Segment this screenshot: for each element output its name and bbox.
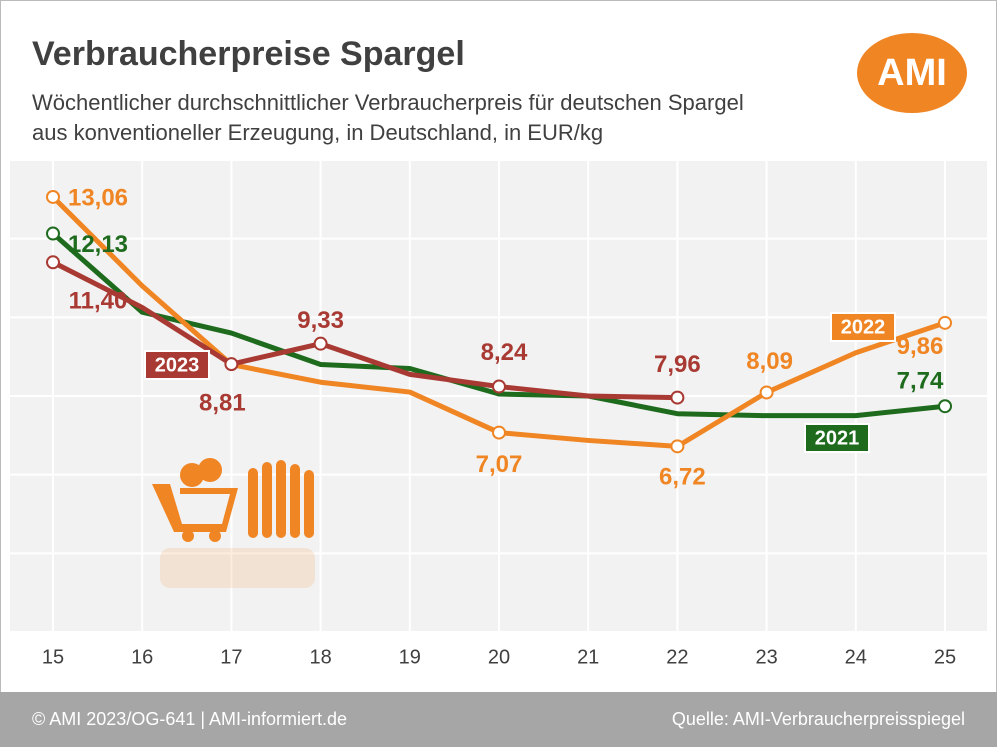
x-tick-label: 23	[755, 646, 777, 668]
x-tick-label: 20	[488, 646, 510, 668]
marker	[313, 336, 328, 351]
marker	[492, 379, 506, 394]
marker	[46, 255, 60, 270]
legend-label: 2023	[155, 354, 200, 376]
data-label: 7,74	[897, 368, 944, 395]
data-label: 8,24	[481, 339, 528, 366]
legend-box	[144, 350, 210, 380]
marker	[670, 439, 685, 454]
marker	[938, 399, 952, 414]
data-label: 9,86	[897, 333, 944, 360]
data-label: 8,81	[199, 389, 246, 416]
x-tick-label: 17	[220, 646, 242, 668]
legend-label: 2021	[815, 427, 860, 449]
legend-box	[804, 423, 870, 453]
x-tick-label: 15	[42, 646, 64, 668]
chart-title: Verbraucherpreise Spargel	[32, 35, 465, 73]
x-tick-label: 19	[399, 646, 421, 668]
subtitle: Wöchentlicher durchschnittlicher Verbrau…	[32, 90, 744, 115]
marker	[759, 385, 774, 400]
icons	[152, 458, 314, 542]
data-label: 9,33	[297, 307, 344, 334]
data-label: 7,07	[476, 451, 523, 478]
data-label: 11,40	[69, 288, 128, 315]
footer-bar	[0, 692, 997, 747]
x-tick-label: 18	[309, 646, 331, 668]
data-label: 13,06	[68, 184, 128, 211]
marker	[492, 425, 506, 440]
subtitle: aus konventioneller Erzeugung, in Deutsc…	[32, 120, 603, 145]
x-tick-label: 16	[131, 646, 153, 668]
icon-reflection	[160, 548, 315, 588]
x-tick-label: 25	[934, 646, 956, 668]
footer-left: © AMI 2023/OG-641 | AMI-informiert.de	[32, 709, 347, 729]
data-label: 12,13	[68, 231, 128, 258]
marker	[938, 315, 952, 330]
data-label: 7,96	[654, 351, 701, 378]
x-tick-label: 22	[666, 646, 688, 668]
footer-right: Quelle: AMI-Verbraucherpreisspiegel	[672, 709, 965, 729]
x-tick-label: 24	[845, 646, 867, 668]
marker	[46, 226, 60, 241]
legend-label: 2022	[841, 316, 886, 338]
x-tick-label: 21	[577, 646, 599, 668]
legend-box	[830, 312, 896, 342]
line	[51, 231, 946, 419]
data-label: 8,09	[746, 348, 793, 375]
marker	[224, 357, 239, 372]
marker	[670, 390, 685, 405]
line	[51, 260, 678, 401]
logo: AMI	[877, 52, 947, 94]
logo-badge	[857, 33, 967, 113]
marker	[46, 189, 60, 204]
data-label: 6,72	[659, 464, 706, 491]
